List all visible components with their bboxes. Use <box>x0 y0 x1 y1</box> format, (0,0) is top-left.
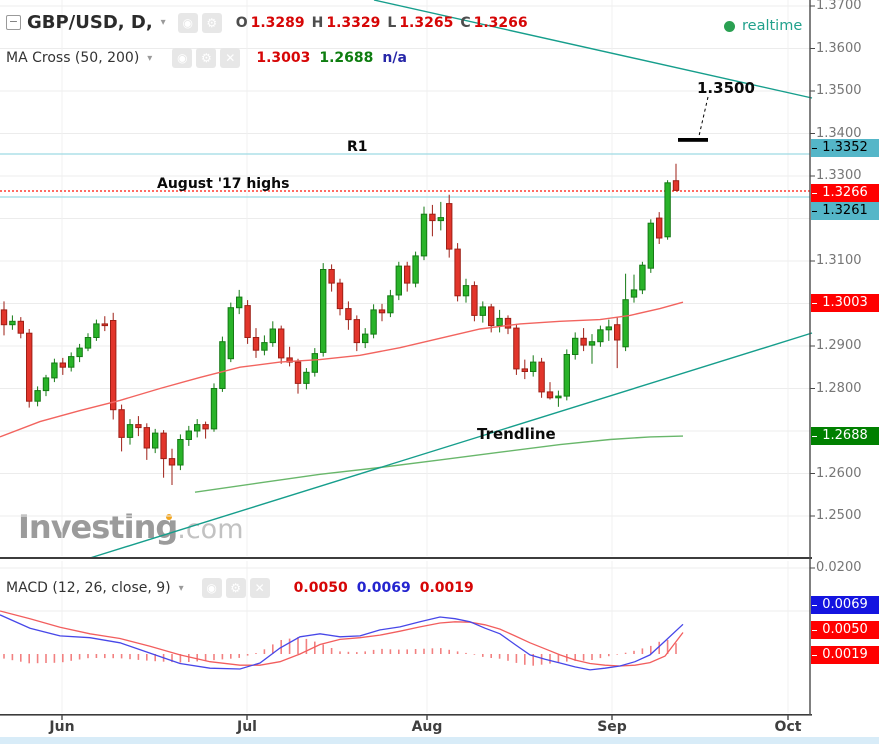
price-tag: 1.2688 <box>811 427 879 445</box>
investing-watermark: Investing.com <box>18 508 244 546</box>
price-axis-label: 1.2500 <box>816 508 862 523</box>
low-value: 1.3265 <box>399 14 454 31</box>
bottom-strip <box>0 737 879 744</box>
price-tag: 0.0019 <box>811 646 879 664</box>
price-axis-label: 1.2800 <box>816 380 862 396</box>
chevron-down-icon[interactable]: ▾ <box>147 52 153 64</box>
time-axis-label: Oct <box>774 719 802 735</box>
price-tag: 1.3352 <box>811 139 879 157</box>
macd-hist-value: 0.0019 <box>419 580 474 596</box>
tag-tick-icon <box>812 148 817 149</box>
ma-na-value: n/a <box>382 50 407 66</box>
watermark-domain: .com <box>177 514 244 545</box>
eye-icon[interactable]: ◉ <box>172 48 193 68</box>
chevron-down-icon[interactable]: ▾ <box>178 582 184 594</box>
macd-values: 0.0050 0.0069 0.0019 <box>294 580 474 596</box>
gear-icon[interactable]: ⚙ <box>225 578 246 598</box>
price-axis-label: 1.3600 <box>816 40 862 56</box>
open-value: 1.3289 <box>250 14 305 31</box>
r1-annotation: R1 <box>347 139 368 155</box>
close-value: 1.3266 <box>473 14 528 31</box>
trendline-annotation: Trendline <box>477 425 556 443</box>
collapse-icon[interactable]: − <box>6 15 21 30</box>
tag-tick-icon <box>812 655 817 656</box>
realtime-label: realtime <box>742 18 803 34</box>
price-axis-label: 1.3300 <box>816 168 862 183</box>
price-axis-label: 1.3100 <box>816 253 862 268</box>
macd-line-value: 0.0069 <box>356 580 411 596</box>
time-axis-label: Sep <box>597 719 627 735</box>
price-tag: 1.3003 <box>811 294 879 312</box>
symbol-toolbar: ◉ ⚙ <box>177 12 222 33</box>
price-axis-label: 1.2600 <box>816 465 862 481</box>
ma200-value: 1.2688 <box>319 50 374 66</box>
macd-signal-value: 0.0050 <box>293 580 348 596</box>
time-axis-label: Jul <box>237 719 257 735</box>
close-icon[interactable]: ✕ <box>220 48 241 68</box>
eye-icon[interactable]: ◉ <box>177 12 198 33</box>
open-label: O <box>235 14 248 31</box>
chevron-down-icon[interactable]: ▾ <box>160 17 166 28</box>
symbol-header: − GBP/USD, D, ▾ ◉ ⚙ O 1.3289 H 1.3329 L … <box>6 12 528 33</box>
tag-tick-icon <box>812 211 817 212</box>
symbol-title[interactable]: GBP/USD, D, <box>27 12 153 33</box>
high-label: H <box>311 14 324 31</box>
ma-cross-toolbar: ◉ ⚙ ✕ <box>172 48 241 68</box>
price-tag: 1.3261 <box>811 202 879 220</box>
realtime-indicator: realtime <box>724 18 802 34</box>
macd-toolbar: ◉ ⚙ ✕ <box>201 578 270 598</box>
time-axis-label: Aug <box>411 719 443 735</box>
target-price-annotation: 1.3500 <box>697 79 755 97</box>
price-tag: 0.0069 <box>811 596 879 614</box>
low-label: L <box>387 14 397 31</box>
realtime-dot-icon <box>724 20 735 32</box>
macd-axis-label: 0.0200 <box>816 560 862 575</box>
august-highs-annotation: August '17 highs <box>157 176 290 192</box>
ma50-value: 1.3003 <box>256 50 311 66</box>
price-tag: 0.0050 <box>811 621 879 639</box>
tag-tick-icon <box>812 436 817 437</box>
price-axis-label: 1.3500 <box>816 83 862 98</box>
watermark-brand: Investing <box>18 508 178 546</box>
ma-cross-title[interactable]: MA Cross (50, 200) <box>6 50 140 66</box>
price-tag: 1.3266 <box>811 184 879 202</box>
ma-cross-header: MA Cross (50, 200) ▾ ◉ ⚙ ✕ 1.3003 1.2688… <box>6 48 407 68</box>
gear-icon[interactable]: ⚙ <box>196 48 217 68</box>
time-axis-label: Jun <box>49 719 75 735</box>
tag-tick-icon <box>812 303 817 304</box>
price-axis-label: 1.2900 <box>816 338 862 353</box>
close-icon[interactable]: ✕ <box>249 578 270 598</box>
high-value: 1.3329 <box>326 14 381 31</box>
ma-cross-values: 1.3003 1.2688 n/a <box>256 50 407 66</box>
tag-tick-icon <box>812 605 817 606</box>
price-axis-label: 1.3700 <box>816 0 862 13</box>
macd-header: MACD (12, 26, close, 9) ▾ ◉ ⚙ ✕ 0.0050 0… <box>6 578 474 598</box>
eye-icon[interactable]: ◉ <box>201 578 222 598</box>
tag-tick-icon <box>812 193 817 194</box>
price-axis-label: 1.3400 <box>816 125 862 141</box>
gear-icon[interactable]: ⚙ <box>201 12 222 33</box>
macd-title[interactable]: MACD (12, 26, close, 9) <box>6 580 171 596</box>
ohlc-readout: O 1.3289 H 1.3329 L 1.3265 C 1.3266 <box>236 15 528 31</box>
watermark-orange-dot-icon <box>166 514 172 520</box>
tag-tick-icon <box>812 630 817 631</box>
close-label: C <box>460 14 471 31</box>
